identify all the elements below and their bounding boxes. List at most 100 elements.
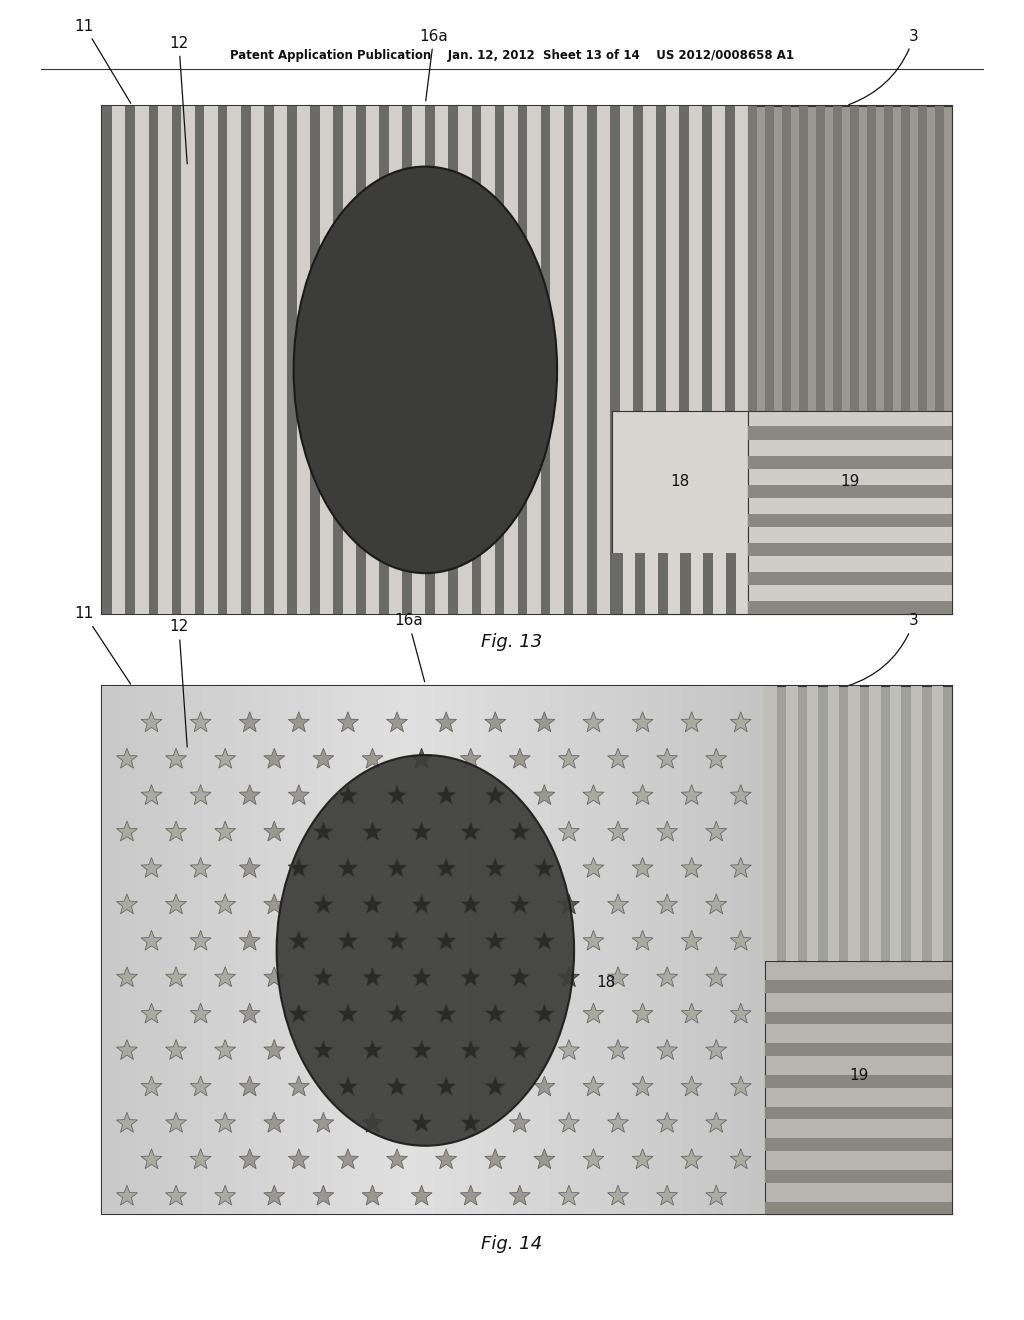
Polygon shape (387, 858, 408, 878)
Polygon shape (607, 1185, 629, 1205)
Polygon shape (362, 821, 383, 841)
Bar (765, 1043, 952, 1056)
Polygon shape (240, 784, 260, 805)
Polygon shape (632, 784, 653, 805)
Polygon shape (460, 1113, 481, 1133)
Polygon shape (656, 1113, 678, 1133)
Polygon shape (681, 784, 702, 805)
Polygon shape (558, 966, 580, 986)
Polygon shape (313, 1040, 334, 1060)
Bar (483, 686, 501, 1214)
Bar (102, 686, 952, 1214)
Bar (583, 686, 601, 1214)
Bar (749, 411, 952, 614)
Polygon shape (362, 748, 383, 768)
Polygon shape (435, 931, 457, 950)
Bar (869, 686, 881, 961)
Polygon shape (289, 784, 309, 805)
Polygon shape (240, 1003, 260, 1023)
Bar (148, 106, 159, 614)
Bar (425, 106, 435, 614)
Polygon shape (264, 1185, 285, 1205)
Bar (317, 686, 336, 1214)
Polygon shape (338, 858, 358, 878)
Bar (702, 106, 712, 614)
Polygon shape (583, 858, 604, 878)
Polygon shape (215, 966, 236, 986)
Bar (901, 106, 909, 411)
Polygon shape (289, 1148, 309, 1168)
Polygon shape (509, 894, 530, 913)
Polygon shape (166, 748, 186, 768)
Bar (518, 106, 527, 614)
Polygon shape (484, 858, 506, 878)
Polygon shape (117, 1040, 137, 1060)
Bar (564, 106, 573, 614)
Bar (495, 106, 504, 614)
Bar (716, 686, 733, 1214)
Polygon shape (190, 1076, 211, 1096)
Polygon shape (313, 1040, 334, 1060)
Polygon shape (484, 1003, 506, 1023)
Polygon shape (313, 1113, 334, 1133)
Polygon shape (534, 931, 555, 950)
Bar (534, 686, 551, 1214)
Polygon shape (362, 1185, 383, 1205)
Text: 19: 19 (849, 1068, 868, 1082)
Polygon shape (411, 1040, 432, 1060)
Polygon shape (583, 1003, 604, 1023)
Polygon shape (607, 894, 629, 913)
Bar (333, 106, 343, 614)
Polygon shape (681, 1076, 702, 1096)
Polygon shape (484, 858, 506, 878)
Polygon shape (460, 1113, 481, 1133)
Bar (749, 601, 952, 614)
Text: 3: 3 (849, 29, 919, 104)
Polygon shape (387, 1003, 408, 1023)
Polygon shape (117, 748, 137, 768)
Bar (202, 686, 219, 1214)
Polygon shape (117, 1113, 137, 1133)
Polygon shape (338, 784, 358, 805)
Bar (195, 106, 205, 614)
Text: 11: 11 (75, 606, 131, 684)
Polygon shape (411, 821, 432, 841)
Polygon shape (117, 966, 137, 986)
Polygon shape (411, 1113, 432, 1133)
Bar (765, 979, 952, 993)
Polygon shape (338, 1148, 358, 1168)
Polygon shape (558, 1040, 580, 1060)
Polygon shape (289, 858, 309, 878)
Bar (500, 686, 518, 1214)
Polygon shape (166, 821, 186, 841)
Polygon shape (411, 894, 432, 913)
Polygon shape (558, 1113, 580, 1133)
Bar (725, 106, 735, 614)
Polygon shape (190, 711, 211, 731)
Polygon shape (313, 748, 334, 768)
Bar (765, 686, 777, 961)
Bar (935, 106, 944, 411)
Polygon shape (338, 784, 358, 805)
Bar (541, 106, 551, 614)
Polygon shape (534, 858, 555, 878)
Bar (765, 1106, 952, 1119)
Polygon shape (706, 821, 727, 841)
Polygon shape (509, 821, 530, 841)
Polygon shape (558, 894, 580, 913)
Polygon shape (240, 1148, 260, 1168)
Polygon shape (387, 931, 408, 950)
Polygon shape (411, 1113, 432, 1133)
Polygon shape (190, 1148, 211, 1168)
Polygon shape (534, 1076, 555, 1096)
Bar (749, 106, 952, 411)
Polygon shape (240, 858, 260, 878)
Bar (218, 106, 227, 614)
Polygon shape (411, 966, 432, 986)
Polygon shape (681, 931, 702, 950)
Polygon shape (215, 748, 236, 768)
Polygon shape (484, 711, 506, 731)
Polygon shape (411, 1040, 432, 1060)
Polygon shape (411, 821, 432, 841)
Polygon shape (166, 966, 186, 986)
